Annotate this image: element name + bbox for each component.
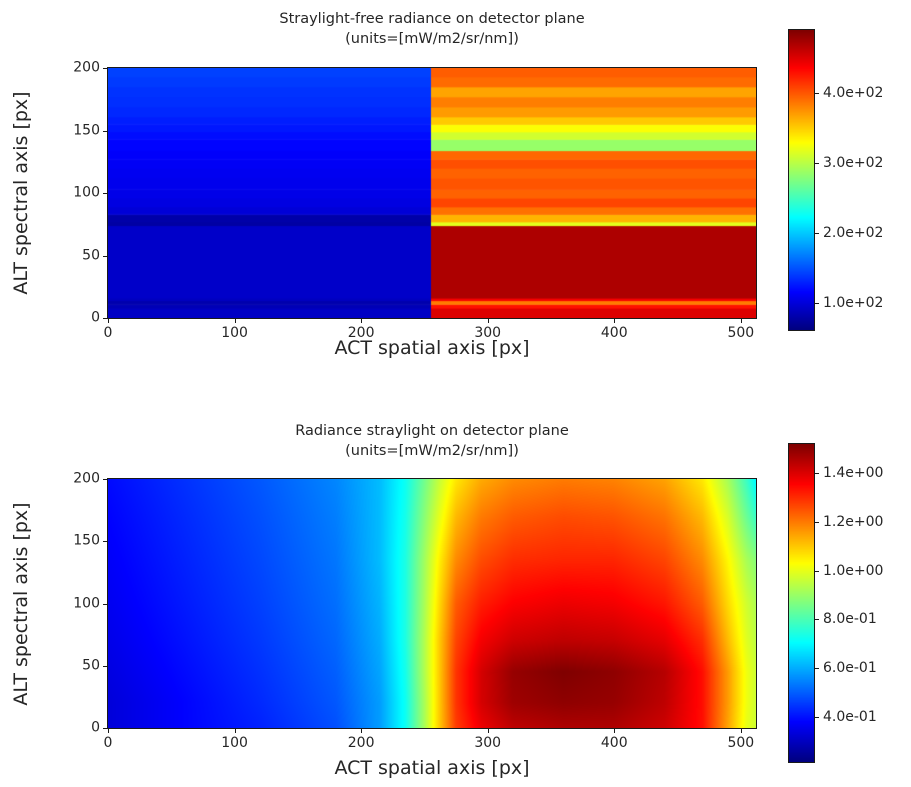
top-plot-title: Straylight-free radiance on detector pla… [108,9,756,49]
colorbar-tick-mark [815,521,819,523]
y-tick-mark [103,479,107,480]
y-tick-mark [103,193,107,194]
y-tick-label: 100 [73,594,100,611]
x-tick-mark [108,319,109,323]
bottom-plot-title-line2: (units=[mW/m2/sr/nm]) [345,443,519,459]
colorbar-tick-mark [815,233,819,235]
colorbar-tick-mark [815,302,819,304]
bottom-heatmap [107,478,757,729]
x-tick-mark [740,319,742,323]
y-tick-label: 150 [73,532,100,549]
colorbar-tick-label: 4.0e-01 [823,708,877,725]
bottom-plot-title-line1: Radiance straylight on detector plane [295,423,569,439]
x-tick-label: 500 [727,325,755,341]
colorbar-tick-mark [815,93,819,95]
x-tick-mark [740,729,742,733]
x-tick-mark [614,729,616,733]
colorbar-tick-label: 1.2e+00 [823,513,884,530]
x-tick-mark [361,319,363,323]
bottom-plot-title: Radiance straylight on detector plane (u… [108,421,756,461]
x-tick-label: 100 [221,735,248,751]
x-tick-label: 300 [474,325,502,341]
colorbar-tick-mark [815,473,819,475]
colorbar-tick-label: 6.0e-01 [823,660,877,677]
y-tick-label: 0 [91,309,100,326]
colorbar-tick-mark [815,163,819,165]
colorbar-tick-label: 1.0e+02 [823,294,884,311]
colorbar-tick-mark [815,716,819,718]
x-tick-label: 0 [103,325,113,341]
colorbar-tick-label: 4.0e+02 [823,85,884,102]
x-tick-label: 200 [347,735,375,751]
top-colorbar [788,29,815,331]
top-heatmap [107,67,757,319]
x-tick-mark [234,729,236,733]
x-tick-mark [234,319,236,323]
y-tick-label: 200 [73,59,100,76]
colorbar-tick-label: 1.0e+00 [823,562,884,579]
top-yaxis-label: ALT spectral axis [px] [10,91,32,295]
colorbar-tick-mark [815,668,819,670]
x-tick-label: 400 [600,735,628,751]
bottom-xaxis-label: ACT spatial axis [px] [334,757,530,779]
colorbar-tick-label: 3.0e+02 [823,155,884,172]
bottom-yaxis-label: ALT spectral axis [px] [10,502,32,706]
y-tick-label: 200 [73,470,100,487]
x-tick-label: 0 [103,735,113,751]
y-tick-label: 0 [91,719,100,736]
y-tick-mark [103,130,107,132]
y-tick-label: 100 [73,184,100,201]
x-tick-label: 100 [221,325,248,341]
y-tick-mark [103,541,107,543]
y-tick-label: 50 [82,246,100,263]
y-tick-mark [103,728,107,729]
colorbar-tick-mark [815,619,819,621]
x-tick-label: 500 [727,735,755,751]
y-tick-label: 50 [82,657,100,674]
y-tick-mark [103,318,107,319]
top-plot-title-line2: (units=[mW/m2/sr/nm]) [345,31,519,47]
colorbar-tick-mark [815,570,819,572]
y-tick-mark [103,665,107,667]
x-tick-mark [614,319,616,323]
x-tick-label: 200 [347,325,375,341]
x-tick-label: 400 [600,325,628,341]
top-xaxis-label: ACT spatial axis [px] [334,337,530,359]
y-tick-mark [103,255,107,257]
top-plot-title-line1: Straylight-free radiance on detector pla… [279,11,585,27]
x-tick-mark [361,729,363,733]
x-tick-mark [487,729,489,733]
x-tick-label: 300 [474,735,502,751]
y-tick-mark [103,68,107,69]
colorbar-tick-label: 8.0e-01 [823,611,877,628]
y-tick-label: 150 [73,121,100,138]
x-tick-mark [108,729,109,733]
colorbar-tick-label: 2.0e+02 [823,225,884,242]
bottom-colorbar [788,443,815,763]
colorbar-tick-label: 1.4e+00 [823,465,884,482]
y-tick-mark [103,603,107,605]
x-tick-mark [487,319,489,323]
